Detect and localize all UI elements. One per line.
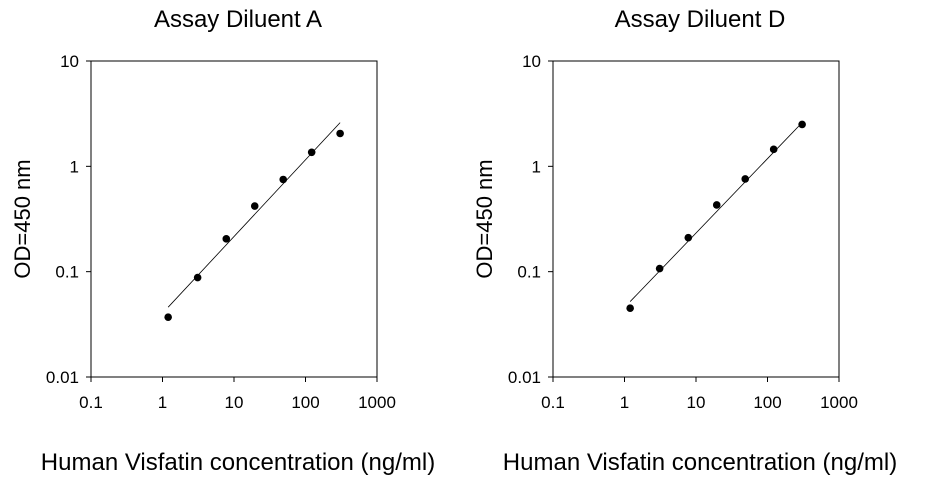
plot-frame [90, 60, 378, 378]
data-point [336, 129, 344, 138]
y-tick-label: 0.1 [517, 263, 541, 282]
data-point [279, 175, 288, 184]
x-tick-label: 10 [687, 393, 706, 412]
y-tick-label: 0.01 [46, 368, 79, 387]
x-axis-label: Human Visfatin concentration (ng/ml) [41, 449, 435, 476]
data-point [193, 273, 202, 282]
y-tick-label: 0.01 [508, 368, 541, 387]
y-tick-label: 10 [60, 52, 79, 71]
chart-title: Assay Diluent A [154, 6, 322, 33]
data-point [684, 233, 693, 242]
x-tick-label: 1000 [358, 393, 396, 412]
plot-frame [552, 60, 840, 378]
x-axis-label: Human Visfatin concentration (ng/ml) [503, 449, 897, 476]
x-tick-label: 1 [158, 393, 167, 412]
x-tick-label: 100 [291, 393, 319, 412]
y-axis-label: OD=450 nm [472, 159, 497, 278]
x-tick-label: 100 [753, 393, 781, 412]
y-tick-label: 1 [70, 157, 79, 176]
data-point [164, 313, 172, 321]
y-tick-label: 1 [532, 157, 541, 176]
data-point [222, 235, 231, 243]
x-tick-label: 0.1 [541, 393, 565, 412]
data-point [769, 145, 778, 154]
data-point [712, 201, 721, 209]
y-axis-label: OD=450 nm [10, 159, 35, 278]
x-tick-label: 10 [225, 393, 244, 412]
chart-panel-1: Assay Diluent A0.1 1 10 100 10000.010.1110Hu… [10, 6, 435, 476]
y-tick-label: 10 [522, 52, 541, 71]
data-point [626, 304, 634, 312]
data-point [741, 175, 750, 183]
data-point [655, 264, 664, 273]
x-tick-label: 1000 [820, 393, 858, 412]
chart-title: Assay Diluent D [615, 6, 786, 33]
y-tick-label: 0.1 [55, 263, 79, 282]
chart-panel-2: Assay Diluent D0.1 1 10 100 10000.010.1110Hu… [472, 6, 897, 476]
x-tick-label: 0.1 [79, 393, 103, 412]
data-point [798, 120, 806, 129]
x-tick-label: 1 [620, 393, 629, 412]
data-point [307, 148, 316, 157]
data-point [250, 202, 259, 210]
